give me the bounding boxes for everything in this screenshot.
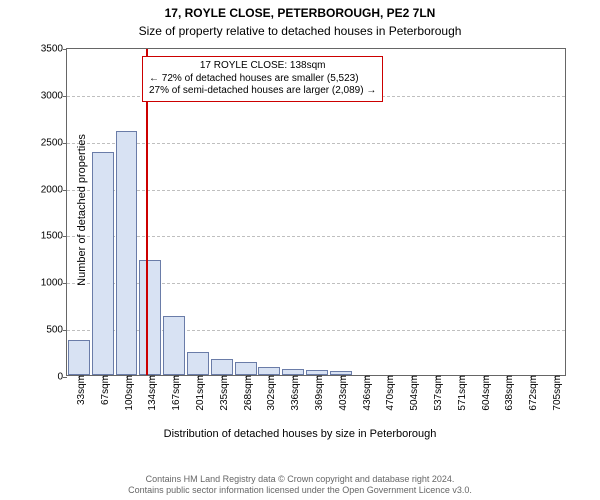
- xtick-label: 336sqm: [289, 375, 301, 411]
- xtick-label: 268sqm: [242, 375, 254, 411]
- bar: [92, 152, 114, 375]
- xtick-label: 302sqm: [265, 375, 277, 411]
- xtick-label: 403sqm: [337, 375, 349, 411]
- annotation-line2: ← 72% of detached houses are smaller (5,…: [149, 73, 376, 86]
- xtick-label: 67sqm: [99, 375, 111, 405]
- xtick-label: 537sqm: [432, 375, 444, 411]
- xtick-label: 33sqm: [75, 375, 87, 405]
- xtick-label: 672sqm: [527, 375, 539, 411]
- annotation-box: 17 ROYLE CLOSE: 138sqm ← 72% of detached…: [142, 56, 383, 102]
- xtick-label: 571sqm: [456, 375, 468, 411]
- ytick-label: 1500: [41, 231, 67, 242]
- xtick-label: 705sqm: [551, 375, 563, 411]
- xtick-label: 638sqm: [503, 375, 515, 411]
- y-axis-label: Number of detached properties: [76, 134, 88, 286]
- bar: [235, 362, 257, 375]
- chart-title-line1: 17, ROYLE CLOSE, PETERBOROUGH, PE2 7LN: [0, 6, 600, 20]
- ytick-label: 0: [57, 372, 67, 383]
- ytick-label: 2000: [41, 184, 67, 195]
- ytick-label: 3500: [41, 44, 67, 55]
- bar: [211, 359, 233, 375]
- footer-attribution: Contains HM Land Registry data © Crown c…: [0, 474, 600, 497]
- x-axis-label: Distribution of detached houses by size …: [0, 428, 600, 440]
- gridline-h: [67, 236, 565, 237]
- annotation-line1: 17 ROYLE CLOSE: 138sqm: [149, 60, 376, 73]
- xtick-label: 134sqm: [146, 375, 158, 411]
- chart-title-line2: Size of property relative to detached ho…: [0, 24, 600, 38]
- bar: [187, 352, 209, 375]
- footer-line1: Contains HM Land Registry data © Crown c…: [0, 474, 600, 485]
- bar: [163, 316, 185, 375]
- xtick-label: 504sqm: [408, 375, 420, 411]
- xtick-label: 436sqm: [361, 375, 373, 411]
- ytick-label: 500: [46, 325, 67, 336]
- ytick-label: 1000: [41, 278, 67, 289]
- footer-line2: Contains public sector information licen…: [0, 485, 600, 496]
- bar: [68, 340, 90, 375]
- ytick-label: 3000: [41, 90, 67, 101]
- xtick-label: 369sqm: [313, 375, 325, 411]
- xtick-label: 167sqm: [170, 375, 182, 411]
- annotation-line3: 27% of semi-detached houses are larger (…: [149, 85, 376, 98]
- gridline-h: [67, 143, 565, 144]
- bar: [116, 131, 138, 375]
- ytick-label: 2500: [41, 137, 67, 148]
- gridline-h: [67, 190, 565, 191]
- xtick-label: 235sqm: [218, 375, 230, 411]
- bar: [258, 367, 280, 375]
- xtick-label: 470sqm: [384, 375, 396, 411]
- xtick-label: 201sqm: [194, 375, 206, 411]
- xtick-label: 100sqm: [123, 375, 135, 411]
- bar: [139, 260, 161, 375]
- xtick-label: 604sqm: [480, 375, 492, 411]
